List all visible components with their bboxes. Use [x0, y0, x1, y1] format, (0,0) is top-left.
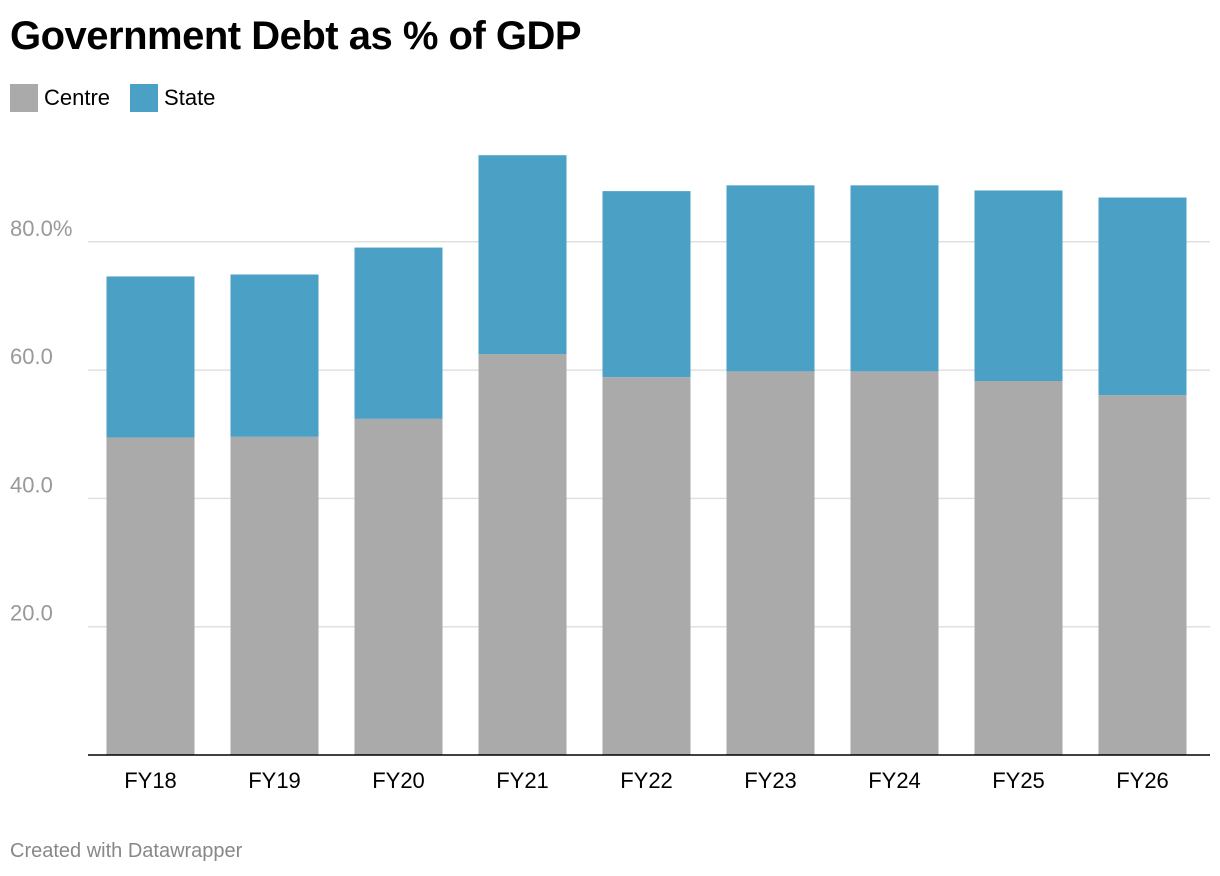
x-tick-label: FY18	[124, 768, 177, 793]
bar-centre	[354, 418, 443, 755]
x-tick-label: FY22	[620, 768, 673, 793]
legend-label-state: State	[164, 85, 216, 110]
x-tick-label: FY25	[992, 768, 1045, 793]
legend-label-centre: Centre	[44, 85, 111, 110]
bar-centre	[1098, 395, 1187, 755]
bar-state	[106, 276, 195, 438]
legend-swatch-state	[130, 84, 159, 112]
y-tick-label: 40.0	[10, 472, 53, 497]
y-tick-label: 20.0	[10, 601, 53, 626]
legend-swatch-centre	[10, 84, 38, 112]
x-tick-label: FY24	[868, 768, 921, 793]
bar-centre	[106, 437, 195, 755]
legend-item-state: State	[130, 84, 215, 112]
bar-centre	[726, 371, 815, 755]
bar-state	[602, 191, 691, 378]
x-tick-label: FY20	[372, 768, 425, 793]
x-tick-label: FY23	[744, 768, 797, 793]
bar-centre	[478, 354, 567, 755]
x-tick-label: FY21	[496, 768, 549, 793]
bar-centre	[602, 377, 691, 755]
bar-centre	[850, 371, 939, 755]
bar-state	[230, 274, 319, 437]
x-tick-label: FY26	[1116, 768, 1169, 793]
legend-item-centre: Centre	[10, 84, 110, 112]
bar-state	[850, 185, 939, 372]
chart-area: 20.0 40.0 60.0 80.0% FY18 FY19 FY20 FY21 FY22 FY2…	[10, 155, 1210, 793]
legend: Centre State	[10, 84, 235, 112]
bar-state	[1098, 197, 1187, 396]
bar-state	[354, 247, 443, 419]
y-tick-label: 80.0%	[10, 216, 72, 241]
bar-centre	[230, 436, 319, 755]
bar-state	[478, 155, 567, 355]
chart-title: Government Debt as % of GDP	[10, 14, 582, 58]
bar-centre	[974, 381, 1063, 755]
bar-state	[726, 185, 815, 372]
footer-credit: Created with Datawrapper	[10, 840, 243, 862]
y-tick-label: 60.0	[10, 344, 53, 369]
x-tick-label: FY19	[248, 768, 301, 793]
bar-state	[974, 190, 1063, 382]
